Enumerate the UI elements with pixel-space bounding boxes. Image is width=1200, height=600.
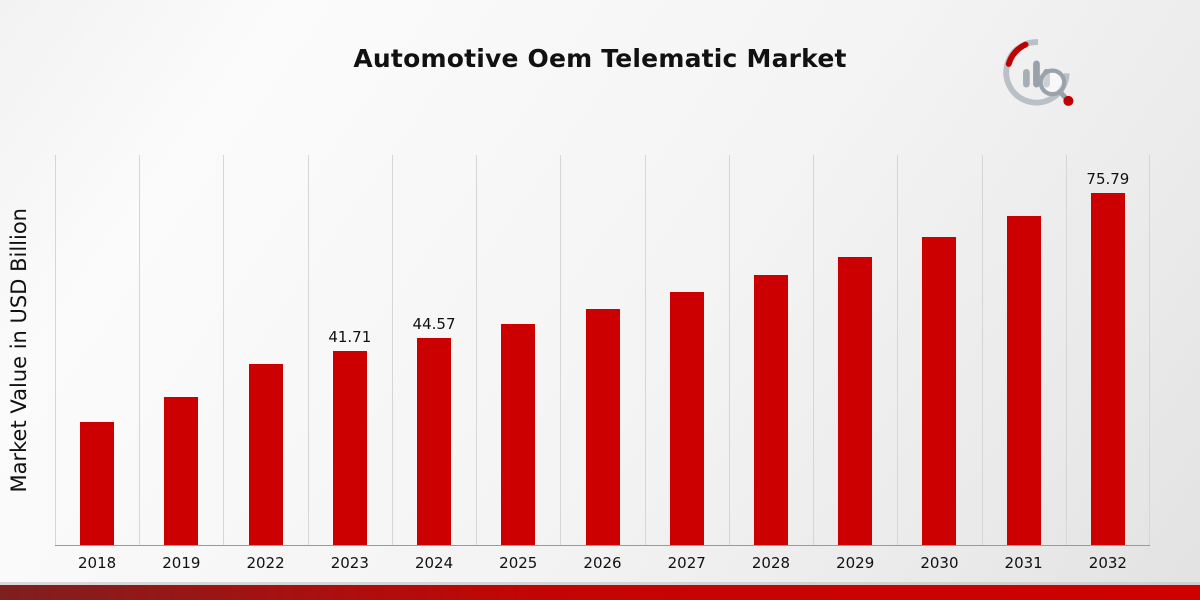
- footer-hairline: [0, 582, 1200, 585]
- bar-2029: [838, 256, 873, 545]
- x-tick-2019: 2019: [162, 554, 201, 572]
- brand-logo-icon: [996, 32, 1082, 116]
- y-axis-title: Market Value in USD Billion: [7, 207, 31, 493]
- gridline: [560, 155, 562, 545]
- bar-2022: [248, 364, 283, 545]
- bar-2018: [80, 421, 115, 545]
- gridline: [897, 155, 899, 545]
- x-tick-2022: 2022: [246, 554, 285, 572]
- bar-2023: [332, 351, 367, 545]
- gridline: [476, 155, 478, 545]
- gridline: [1065, 155, 1067, 545]
- x-tick-2026: 2026: [583, 554, 622, 572]
- bar-2027: [669, 292, 704, 545]
- x-axis: 2018 2019 2022 2023 2024 2025 2026 2027 2028 2029…: [55, 552, 1150, 576]
- bar-value-label-2032: 75.79: [1086, 170, 1130, 189]
- gridline: [223, 155, 225, 545]
- x-tick-2029: 2029: [836, 554, 875, 572]
- gridline: [307, 155, 309, 545]
- y-axis-title-wrap: Market Value in USD Billion: [2, 155, 36, 545]
- x-tick-2032: 2032: [1088, 554, 1127, 572]
- plot-area: 41.71 44.57 75.79: [55, 155, 1150, 546]
- bar-2024: [417, 338, 452, 545]
- gridline: [644, 155, 646, 545]
- chart-title: Automotive Oem Telematic Market: [353, 44, 847, 73]
- bar-2026: [585, 308, 620, 545]
- bar-2028: [753, 275, 788, 545]
- gridline: [728, 155, 730, 545]
- x-tick-2023: 2023: [330, 554, 369, 572]
- x-tick-2018: 2018: [78, 554, 117, 572]
- gridline: [813, 155, 815, 545]
- bar-value-label-2024: 44.57: [412, 315, 456, 334]
- gridline: [391, 155, 393, 545]
- bar-2019: [164, 397, 199, 545]
- brand-logo-svg: [1003, 39, 1074, 106]
- bar-value-label-2023: 41.71: [328, 328, 372, 347]
- bar-2031: [1006, 215, 1041, 545]
- bar-2030: [922, 236, 957, 545]
- bar-2032: [1090, 193, 1125, 545]
- x-tick-2025: 2025: [499, 554, 538, 572]
- x-tick-2027: 2027: [667, 554, 706, 572]
- gridline: [981, 155, 983, 545]
- bar-2025: [501, 324, 536, 545]
- gridline: [1149, 155, 1150, 545]
- gridline: [139, 155, 141, 545]
- x-tick-2028: 2028: [751, 554, 791, 572]
- x-tick-2030: 2030: [920, 554, 959, 572]
- x-tick-2024: 2024: [414, 554, 454, 572]
- footer-red-strip: [0, 585, 1200, 600]
- gridline: [55, 155, 56, 545]
- x-tick-2031: 2031: [1004, 554, 1043, 572]
